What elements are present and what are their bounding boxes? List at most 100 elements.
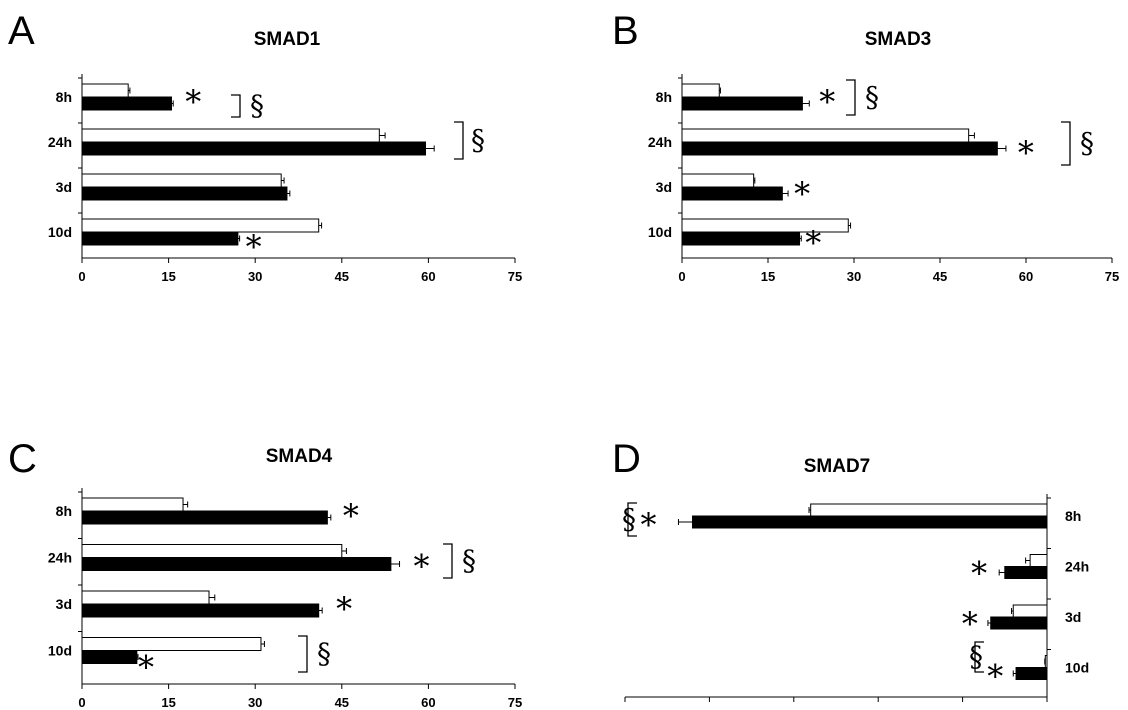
x-tick-label: -60 xyxy=(700,708,719,710)
category-label: 3d xyxy=(56,179,72,195)
bar-8h-filled xyxy=(81,510,328,525)
section-mark: § xyxy=(622,503,636,536)
category-label: 10d xyxy=(1065,660,1089,676)
x-tick-label: -45 xyxy=(784,708,803,710)
section-mark: § xyxy=(865,81,879,114)
significance-bracket xyxy=(846,79,856,116)
significance-asterisk: * xyxy=(640,506,656,544)
bar-3d-open xyxy=(1012,604,1048,618)
x-tick-label: 60 xyxy=(421,695,435,710)
x-tick-label: 60 xyxy=(421,269,435,284)
x-tick-label: 15 xyxy=(761,269,775,284)
panel-letter: D xyxy=(612,437,641,481)
significance-asterisk: * xyxy=(336,590,352,628)
chart-title: SMAD3 xyxy=(865,29,932,50)
category-label: 24h xyxy=(48,134,72,150)
x-tick-label: 75 xyxy=(508,695,522,710)
bar-10d-filled xyxy=(681,231,801,246)
x-tick-label: 30 xyxy=(248,269,262,284)
significance-asterisk: * xyxy=(971,555,987,593)
panel-letter: C xyxy=(8,437,37,481)
x-tick-label: 0 xyxy=(678,269,685,284)
x-tick-label: -75 xyxy=(616,708,635,710)
bar-3d-filled xyxy=(990,616,1048,630)
x-tick-label: 0 xyxy=(78,269,85,284)
significance-bracket xyxy=(298,635,308,673)
significance-asterisk: * xyxy=(987,658,1003,696)
x-tick-label: -15 xyxy=(953,708,972,710)
bar-10d-filled xyxy=(1015,667,1048,680)
category-label: 8h xyxy=(56,503,72,519)
category-label: 8h xyxy=(56,89,72,105)
chart-title: SMAD4 xyxy=(266,446,333,467)
section-mark: § xyxy=(462,544,476,577)
significance-asterisk: * xyxy=(962,605,978,643)
bar-24h-filled xyxy=(81,557,392,571)
bar-8h-open xyxy=(810,503,1048,517)
significance-bracket xyxy=(627,502,637,537)
category-label: 8h xyxy=(656,89,672,105)
bar-8h-open xyxy=(681,83,720,98)
x-tick-label: 0 xyxy=(78,695,85,710)
bar-10d-open xyxy=(81,218,320,233)
significance-asterisk: * xyxy=(819,83,835,121)
category-label: 3d xyxy=(1065,609,1081,625)
x-tick-label: 15 xyxy=(161,695,175,710)
category-label: 24h xyxy=(48,550,72,566)
significance-asterisk: * xyxy=(138,649,154,687)
bar-3d-open xyxy=(81,590,210,605)
bar-24h-open xyxy=(681,128,970,143)
bar-3d-filled xyxy=(81,603,320,618)
category-label: 10d xyxy=(48,224,72,240)
significance-asterisk: * xyxy=(1018,134,1034,172)
significance-asterisk: * xyxy=(343,497,359,535)
category-label: 3d xyxy=(56,596,72,612)
x-tick-label: 60 xyxy=(1019,269,1033,284)
category-label: 10d xyxy=(48,643,72,659)
x-tick-label: 45 xyxy=(933,269,947,284)
section-mark: § xyxy=(250,89,264,122)
x-tick-label: 45 xyxy=(335,269,349,284)
significance-bracket xyxy=(974,641,984,673)
panel-a: A SMAD1 8h * § 24h § 3d 10d * 0 15 30 45 60 75 xyxy=(8,9,522,284)
category-label: 8h xyxy=(1065,508,1081,524)
section-mark: § xyxy=(969,640,983,673)
bar-24h-filled xyxy=(81,141,427,156)
x-tick-label: 30 xyxy=(248,695,262,710)
panel-letter: A xyxy=(8,9,35,53)
bar-24h-open xyxy=(1029,554,1048,567)
x-tick-label: 75 xyxy=(508,269,522,284)
bar-8h-filled xyxy=(81,96,172,111)
bar-24h-open xyxy=(81,128,380,143)
bar-3d-filled xyxy=(681,186,783,201)
bar-8h-open xyxy=(81,83,129,98)
panel-letter: B xyxy=(612,9,639,53)
panel-b: B SMAD3 8h * § 24h * § 3d * 10d * 0 15 30 45 60 75 xyxy=(612,9,1119,284)
significance-asterisk: * xyxy=(246,228,262,266)
section-mark: § xyxy=(471,124,485,157)
bar-3d-filled xyxy=(81,186,288,201)
x-tick-label: 45 xyxy=(335,695,349,710)
x-tick-label: 0 xyxy=(1043,708,1050,710)
significance-bracket xyxy=(454,121,464,160)
bar-8h-filled xyxy=(681,96,803,111)
bar-24h-open xyxy=(81,544,343,558)
category-label: 24h xyxy=(648,134,672,150)
section-mark: § xyxy=(317,637,331,670)
bar-8h-open xyxy=(81,497,184,512)
bar-3d-open xyxy=(681,173,755,188)
bar-10d-filled xyxy=(81,650,138,664)
bar-3d-open xyxy=(81,173,282,188)
x-tick-label: 75 xyxy=(1105,269,1119,284)
x-tick-label: -30 xyxy=(869,708,888,710)
bar-10d-open xyxy=(681,218,849,233)
x-tick-label: 30 xyxy=(847,269,861,284)
bar-10d-filled xyxy=(81,231,239,246)
category-label: 10d xyxy=(648,224,672,240)
x-tick-label: 15 xyxy=(161,269,175,284)
bar-24h-filled xyxy=(1004,566,1048,579)
significance-bracket xyxy=(231,94,241,118)
